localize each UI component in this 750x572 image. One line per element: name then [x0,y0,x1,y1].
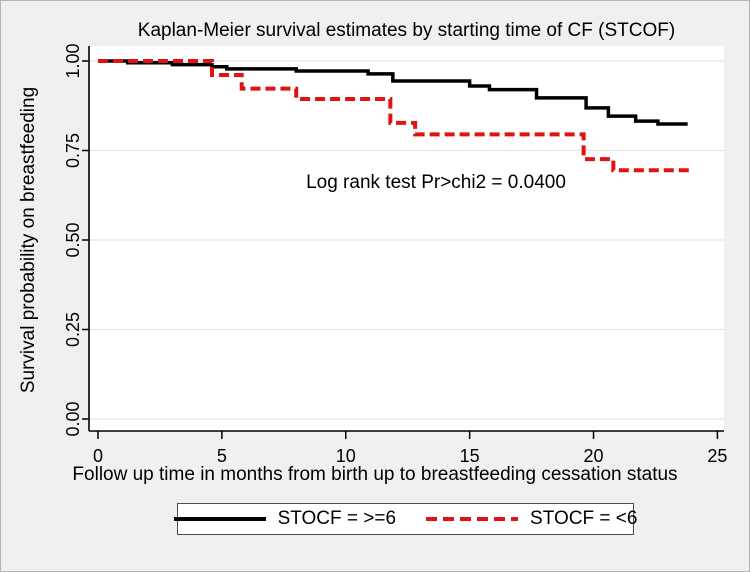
plot-background [89,46,724,431]
y-tick-label: 0.50 [63,222,83,257]
legend-box: STOCF = >=6 STOCF = <6 [173,503,637,535]
legend-line-sample-dashed [426,517,519,521]
survival-curve-stocf-6 [98,59,688,126]
x-tick-label: 15 [460,446,480,466]
log-rank-annotation: Log rank test Pr>chi2 = 0.0400 [306,172,566,193]
legend-label-stocf-lt6: STOCF = <6 [530,508,638,529]
y-tick-label: 0.25 [63,312,83,347]
km-plot-area: 0.00 0.25 0.50 0.75 1.00 0 5 10 15 20 25 [63,43,727,466]
y-tick-label: 1.00 [63,43,83,78]
x-tick-label: 20 [584,446,604,466]
chart-title: Kaplan-Meier survival estimates by start… [137,20,676,41]
legend-entry-stocf-lt6: STOCF = <6 [426,508,637,530]
x-tick-label: 25 [707,446,727,466]
x-axis-title: Follow up time in months from birth up t… [72,464,678,485]
y-tick-label: 0.00 [63,401,83,436]
legend-label-stocf-ge6: STOCF = >=6 [277,508,397,529]
x-tick-label: 10 [336,446,356,466]
legend-entry-stocf-ge6: STOCF = >=6 [173,508,397,530]
x-tick-label: 5 [217,446,227,466]
x-tick-label: 0 [93,446,103,466]
legend-line-sample-solid [173,517,266,521]
y-axis-title: Survival probability on breastfeeding [18,86,39,394]
survival-curve-stocf-6 [98,59,691,173]
y-tick-label: 0.75 [63,133,83,168]
